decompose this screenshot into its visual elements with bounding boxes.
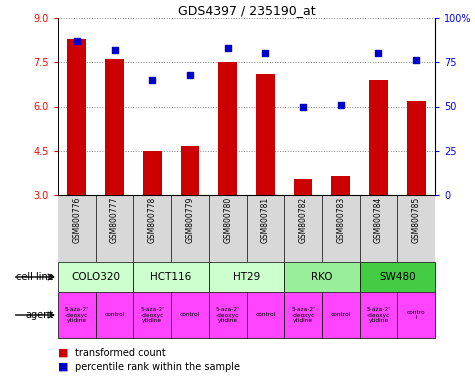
Text: 5-aza-2'
-deoxyc
ytidine: 5-aza-2' -deoxyc ytidine <box>291 307 315 323</box>
Text: RKO: RKO <box>311 272 332 282</box>
Text: ■: ■ <box>58 348 72 358</box>
Bar <box>209 292 247 338</box>
Bar <box>105 59 124 195</box>
Bar <box>218 62 237 195</box>
Bar <box>407 101 426 195</box>
Text: control: control <box>255 313 276 318</box>
Text: GSM800777: GSM800777 <box>110 197 119 243</box>
Bar <box>247 292 284 338</box>
Text: control: control <box>104 313 124 318</box>
Point <box>149 77 156 83</box>
Text: GSM800784: GSM800784 <box>374 197 383 243</box>
Bar <box>143 151 162 195</box>
Bar <box>360 292 397 338</box>
Text: ■: ■ <box>58 362 72 372</box>
Point <box>262 50 269 56</box>
Bar <box>332 176 350 195</box>
Bar <box>133 292 171 338</box>
Text: 5-aza-2'
-deoxyc
ytidine: 5-aza-2' -deoxyc ytidine <box>65 307 89 323</box>
Text: GSM800782: GSM800782 <box>299 197 307 243</box>
Bar <box>58 262 133 292</box>
Point <box>224 45 231 51</box>
Text: GSM800776: GSM800776 <box>72 197 81 243</box>
Text: HCT116: HCT116 <box>151 272 192 282</box>
Bar <box>209 262 284 292</box>
Bar <box>95 292 133 338</box>
Bar <box>284 262 360 292</box>
Text: COLO320: COLO320 <box>71 272 120 282</box>
Point <box>73 38 81 44</box>
Point <box>412 58 420 64</box>
Text: 5-aza-2'
-deoxyc
ytidine: 5-aza-2' -deoxyc ytidine <box>140 307 164 323</box>
Text: GSM800780: GSM800780 <box>223 197 232 243</box>
Text: control: control <box>331 313 351 318</box>
Point <box>337 102 344 108</box>
Bar <box>58 292 95 338</box>
Bar <box>133 262 209 292</box>
Point <box>375 50 382 56</box>
Text: cell line: cell line <box>16 272 53 282</box>
Text: contro
l: contro l <box>407 310 426 320</box>
Text: 5-aza-2'
-deoxyc
ytidine: 5-aza-2' -deoxyc ytidine <box>367 307 390 323</box>
Text: SW480: SW480 <box>379 272 416 282</box>
Text: percentile rank within the sample: percentile rank within the sample <box>75 362 239 372</box>
Text: control: control <box>180 313 200 318</box>
Bar <box>171 292 209 338</box>
Text: transformed count: transformed count <box>75 348 165 358</box>
Bar <box>256 74 275 195</box>
Text: GSM800779: GSM800779 <box>185 197 194 243</box>
Text: GSM800785: GSM800785 <box>412 197 421 243</box>
Text: agent: agent <box>25 310 53 320</box>
Text: GSM800778: GSM800778 <box>148 197 157 243</box>
Bar <box>360 262 435 292</box>
Text: GSM800783: GSM800783 <box>336 197 345 243</box>
Text: 5-aza-2'
-deoxyc
ytidine: 5-aza-2' -deoxyc ytidine <box>216 307 239 323</box>
Bar <box>322 292 360 338</box>
Text: GSM800781: GSM800781 <box>261 197 270 243</box>
Text: HT29: HT29 <box>233 272 260 282</box>
Point <box>111 47 118 53</box>
Bar <box>67 39 86 195</box>
Bar <box>369 80 388 195</box>
Title: GDS4397 / 235190_at: GDS4397 / 235190_at <box>178 4 315 17</box>
Point <box>299 103 307 109</box>
Bar <box>397 292 435 338</box>
Point <box>186 71 194 78</box>
Bar <box>180 146 200 195</box>
Bar <box>284 292 322 338</box>
Bar <box>294 179 313 195</box>
